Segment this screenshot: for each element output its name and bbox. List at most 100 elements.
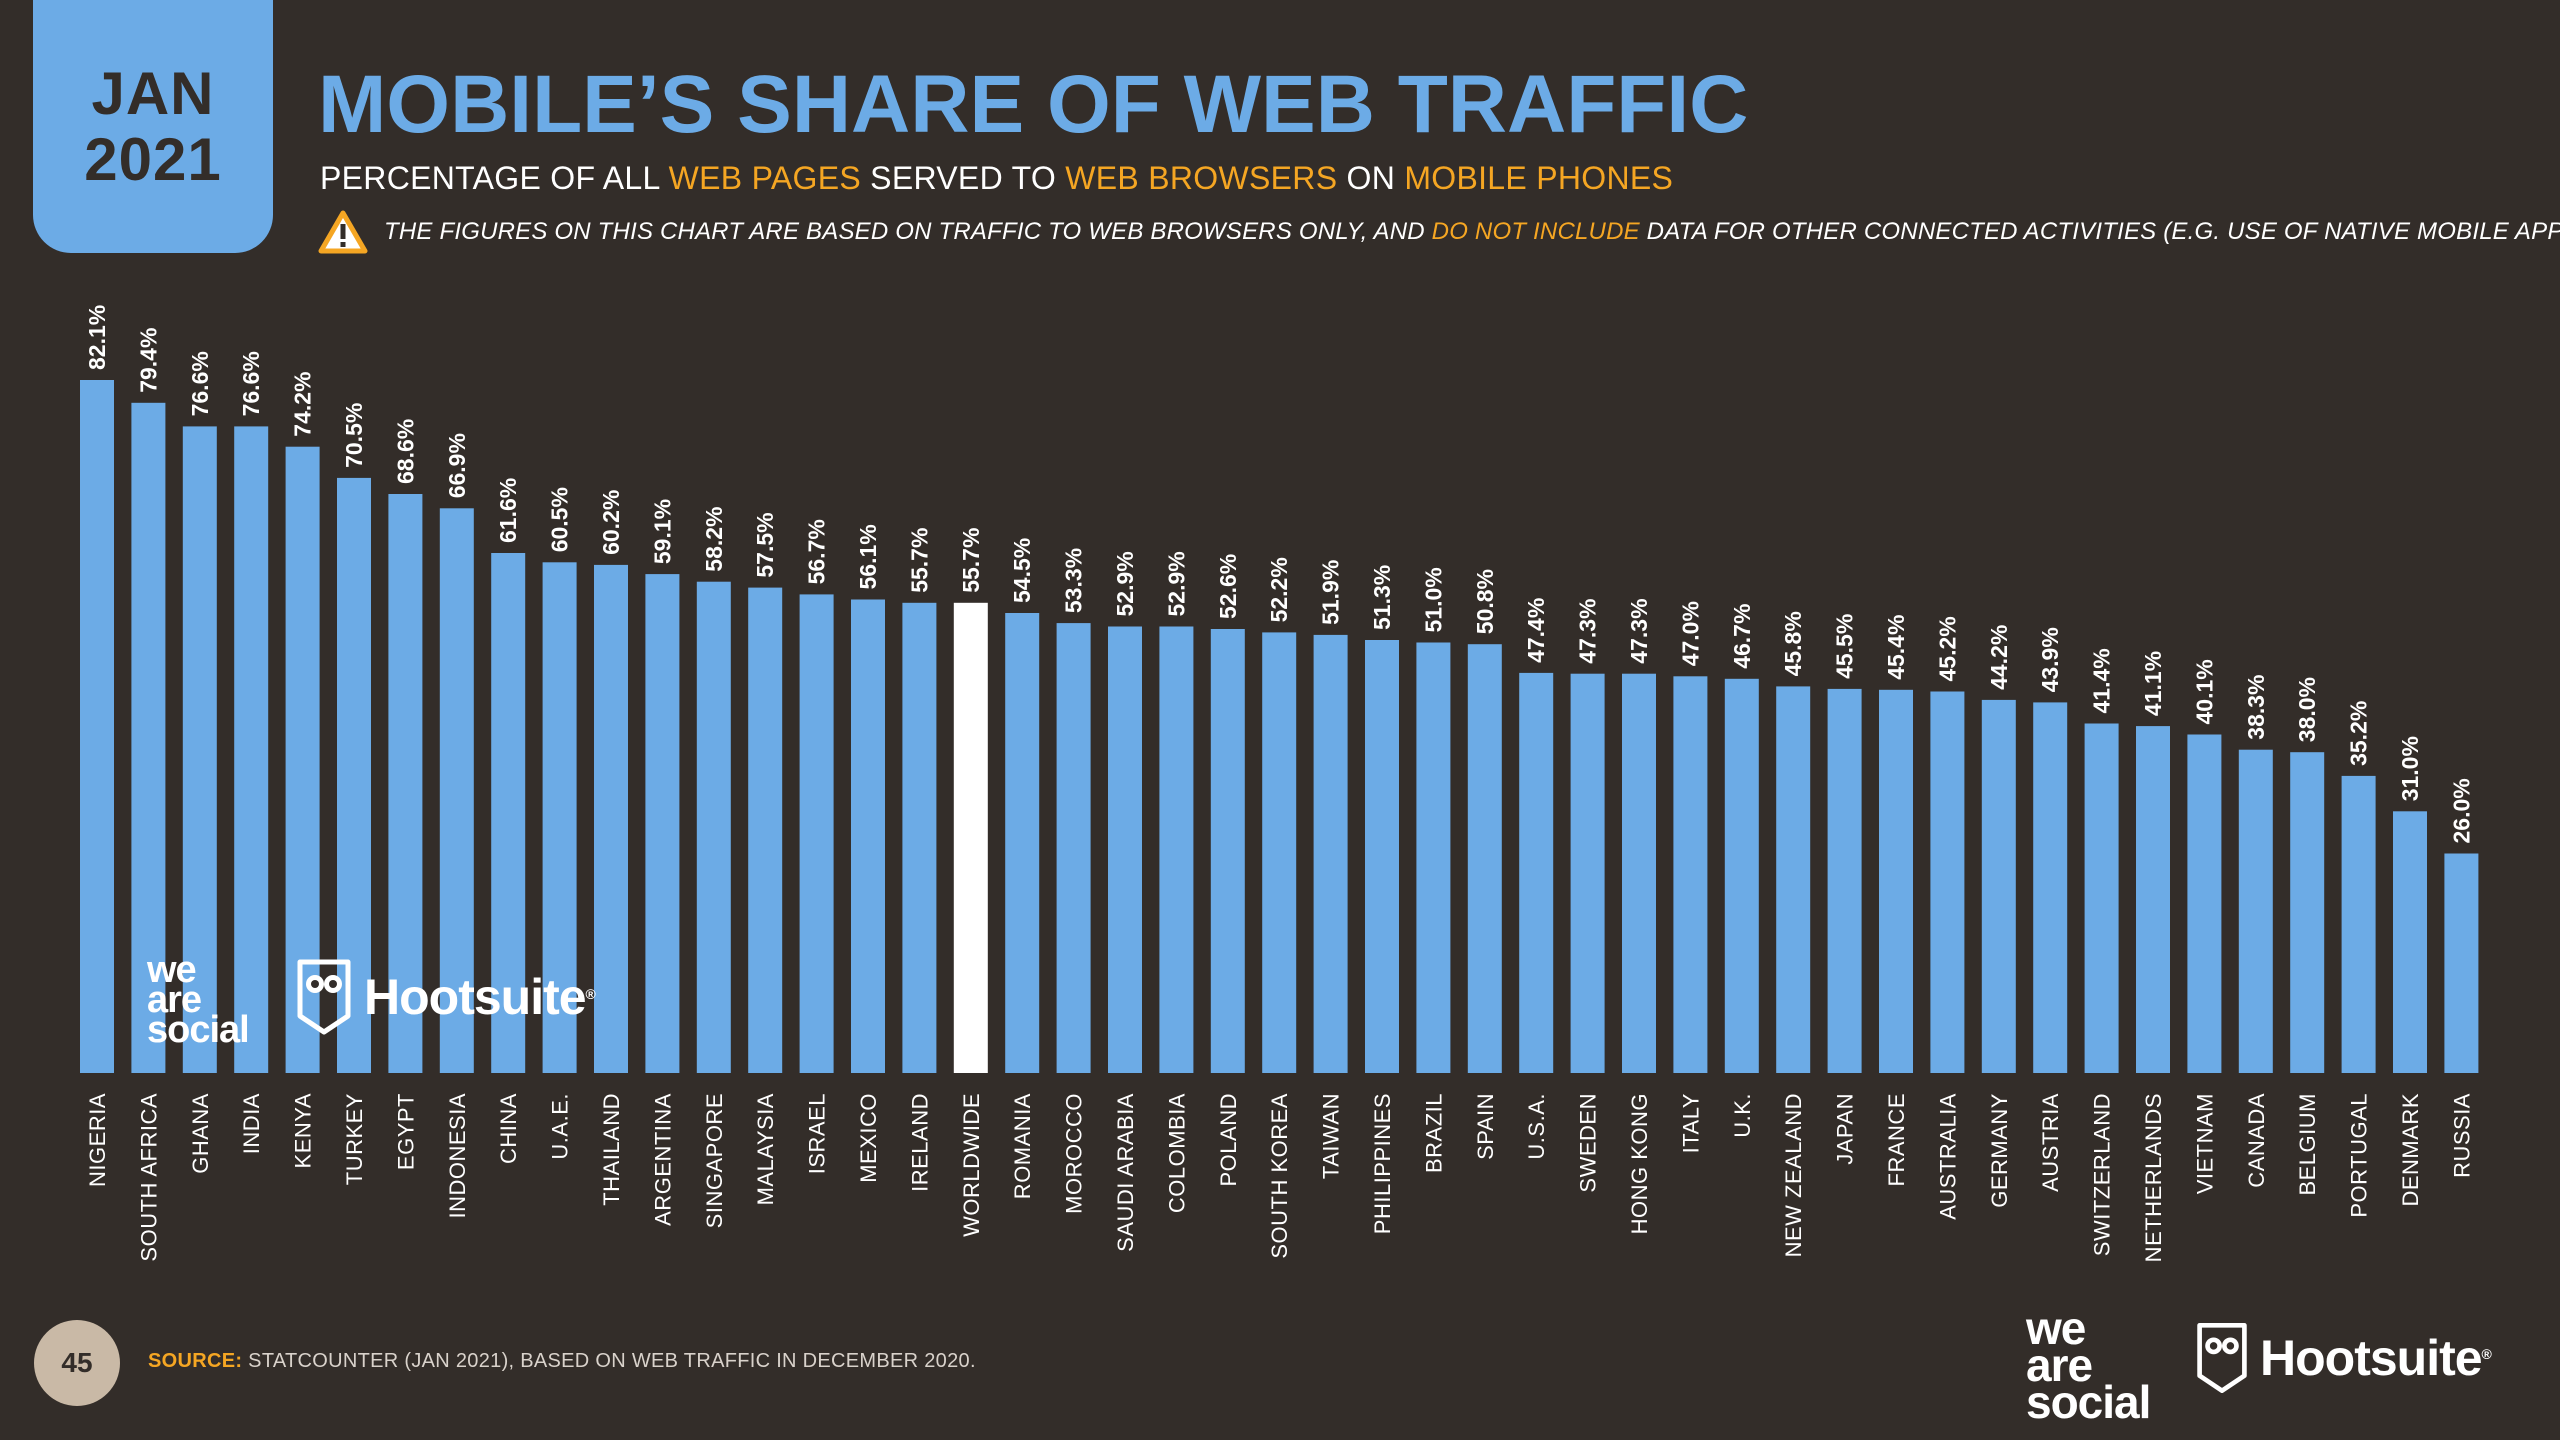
category-label: VIETNAM — [2192, 1093, 2217, 1194]
value-label: 46.7% — [1729, 604, 1755, 669]
bar-france — [1879, 689, 1913, 1073]
category-label: SOUTH AFRICA — [136, 1093, 161, 1262]
logo-word: social — [2026, 1376, 2151, 1428]
bar-mexico — [851, 599, 885, 1073]
value-label: 76.6% — [238, 351, 264, 416]
value-label: 52.9% — [1163, 551, 1189, 616]
warning-text: THE FIGURES ON THIS CHART ARE BASED ON T… — [384, 218, 2560, 246]
subtitle-highlight: MOBILE PHONES — [1404, 160, 1674, 196]
category-label: SINGAPORE — [702, 1093, 727, 1228]
bar-turkey — [337, 477, 371, 1073]
bar-germany — [1981, 699, 2016, 1073]
category-label: TURKEY — [342, 1093, 367, 1185]
category-label: ROMANIA — [1010, 1093, 1035, 1199]
value-label: 38.3% — [2243, 674, 2269, 739]
logo-word: are — [147, 979, 202, 1021]
category-label: TAIWAN — [1319, 1093, 1344, 1179]
category-label: JAPAN — [1833, 1093, 1858, 1165]
bar-russia — [2444, 853, 2479, 1073]
category-label: CHINA — [496, 1093, 521, 1164]
value-label: 51.0% — [1420, 567, 1446, 632]
owl-icon — [2197, 1323, 2247, 1393]
value-label: 54.5% — [1009, 538, 1035, 603]
category-label: CANADA — [2244, 1093, 2269, 1188]
footer-wearesocial-logo: we are social — [2026, 1302, 2151, 1428]
value-label: 52.9% — [1112, 551, 1138, 616]
bar-spain — [1467, 644, 1502, 1073]
subtitle-part: SERVED TO — [860, 160, 1066, 196]
bar-vietnam — [2187, 734, 2222, 1073]
bar-south-korea — [1262, 632, 1297, 1073]
value-label: 45.2% — [1934, 616, 1960, 681]
bar-romania — [1005, 613, 1040, 1073]
bar-belgium — [2290, 752, 2325, 1073]
value-label: 40.1% — [2191, 659, 2217, 724]
bar-saudi-arabia — [1108, 626, 1142, 1073]
value-label: 47.0% — [1677, 601, 1703, 666]
category-label: SWEDEN — [1576, 1093, 1601, 1193]
category-label: BELGIUM — [2295, 1093, 2320, 1196]
category-label: SAUDI ARABIA — [1113, 1093, 1138, 1252]
warning-note: THE FIGURES ON THIS CHART ARE BASED ON T… — [318, 210, 2560, 254]
bar-switzerland — [2084, 723, 2119, 1073]
bar-kenya — [285, 446, 320, 1073]
value-label: 45.5% — [1832, 614, 1858, 679]
date-badge: JAN 2021 — [33, 0, 273, 253]
bar-portugal — [2341, 775, 2376, 1073]
category-label: U.S.A. — [1524, 1093, 1549, 1160]
value-label: 31.0% — [2397, 736, 2423, 801]
bar-thailand — [594, 564, 628, 1073]
category-label: U.A.E. — [548, 1093, 573, 1160]
wearesocial-logo: we are social — [147, 949, 250, 1049]
logo-word: we — [147, 949, 197, 991]
footer-hootsuite-logo: Hootsuite ® — [2194, 1320, 2492, 1396]
bar-philippines — [1365, 640, 1399, 1073]
category-label: COLOMBIA — [1164, 1093, 1189, 1213]
bar-denmark — [2393, 811, 2427, 1073]
hootsuite-logo: Hootsuite ® — [294, 958, 596, 1036]
bar-poland — [1210, 629, 1245, 1073]
value-label: 35.2% — [2346, 701, 2372, 766]
category-label: MEXICO — [856, 1093, 881, 1183]
subtitle-highlight: WEB BROWSERS — [1065, 160, 1338, 196]
subtitle-part: PERCENTAGE OF ALL — [320, 160, 669, 196]
bar-u-a-e — [542, 562, 577, 1073]
subtitle-part: ON — [1337, 160, 1405, 196]
value-label: 56.7% — [804, 519, 830, 584]
value-label: 74.2% — [290, 371, 316, 436]
value-label: 55.7% — [958, 528, 984, 593]
value-label: 47.3% — [1626, 598, 1652, 663]
bar-australia — [1930, 691, 1965, 1073]
category-label: FRANCE — [1884, 1093, 1909, 1186]
value-label: 55.7% — [906, 528, 932, 593]
bar-argentina — [645, 574, 680, 1073]
category-label: AUSTRIA — [2038, 1093, 2063, 1192]
hootsuite-wordmark: Hootsuite — [364, 969, 587, 1025]
bar-u-s-a — [1519, 672, 1554, 1073]
bar-morocco — [1056, 623, 1091, 1073]
bar-nigeria — [80, 380, 114, 1073]
category-label: POLAND — [1216, 1093, 1241, 1186]
category-label: MOROCCO — [1062, 1093, 1087, 1214]
category-label: RUSSIA — [2449, 1093, 2474, 1178]
category-label: AUSTRALIA — [1935, 1093, 1960, 1220]
bar-india — [234, 426, 269, 1073]
value-label: 45.4% — [1883, 615, 1909, 680]
bar-sweden — [1570, 673, 1605, 1073]
bar-egypt — [388, 494, 423, 1073]
bar-new-zealand — [1776, 686, 1811, 1073]
value-label: 76.6% — [187, 351, 213, 416]
category-label: SWITZERLAND — [2090, 1093, 2115, 1256]
value-label: 43.9% — [2037, 627, 2063, 692]
page-title: MOBILE’S SHARE OF WEB TRAFFIC — [318, 59, 1749, 150]
category-label: KENYA — [291, 1093, 316, 1168]
warning-highlight: DO NOT INCLUDE — [1431, 218, 1640, 245]
value-label: 61.6% — [495, 478, 521, 543]
source-label: SOURCE: — [148, 1350, 243, 1372]
value-label: 26.0% — [2448, 778, 2474, 843]
bar-ireland — [902, 602, 937, 1073]
category-label: PHILIPPINES — [1370, 1093, 1395, 1234]
logo-word: we — [2026, 1302, 2086, 1354]
category-label: BRAZIL — [1421, 1093, 1446, 1173]
logo-word: are — [2026, 1339, 2093, 1391]
